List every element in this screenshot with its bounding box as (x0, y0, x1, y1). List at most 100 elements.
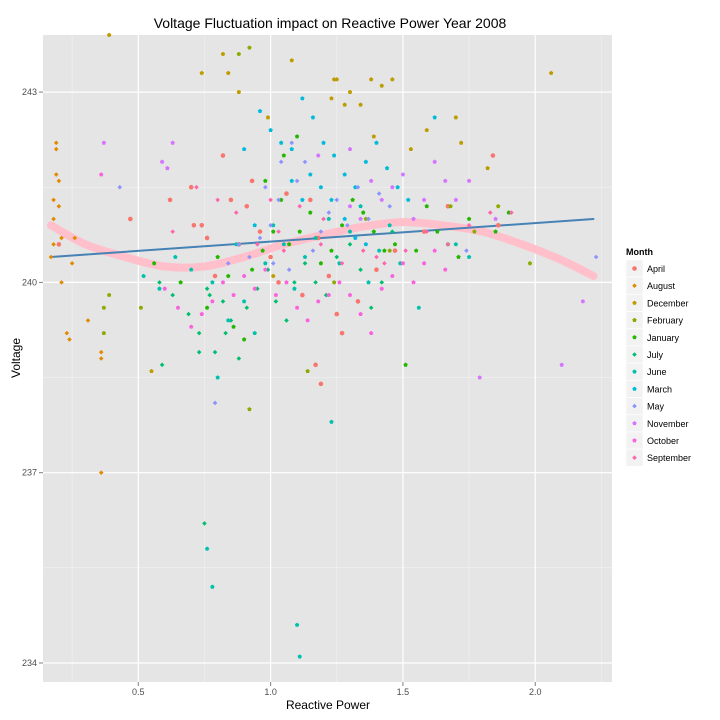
point-november (101, 140, 107, 145)
point-october (432, 248, 437, 253)
point-january (231, 324, 236, 329)
point-march (279, 140, 284, 145)
point-july (236, 356, 242, 361)
legend-key-august (632, 283, 637, 288)
point-february (331, 280, 337, 285)
point-august (69, 261, 75, 266)
point-november (368, 178, 374, 183)
point-september (487, 210, 493, 215)
point-march (363, 159, 369, 164)
point-october (358, 311, 363, 316)
point-may (387, 203, 392, 209)
point-february (527, 261, 533, 266)
legend-label-february: February (647, 316, 684, 326)
point-march (353, 235, 358, 240)
point-november (477, 375, 482, 380)
point-october (99, 172, 104, 177)
point-march (318, 184, 324, 190)
point-may (289, 140, 295, 146)
major-gridlines (43, 35, 612, 682)
legend-label-august: August (647, 281, 676, 291)
point-june (453, 242, 459, 247)
point-november (411, 216, 416, 221)
point-march (363, 242, 369, 247)
point-december (458, 140, 464, 145)
point-april (244, 203, 250, 209)
point-may (247, 254, 252, 260)
point-june (366, 280, 371, 285)
point-september (445, 242, 451, 247)
point-august (67, 337, 72, 342)
point-april (374, 267, 379, 272)
legend-key-july (632, 352, 637, 357)
point-october (263, 267, 268, 272)
point-december (424, 127, 429, 133)
legend-label-november: November (647, 419, 689, 429)
point-march (374, 140, 379, 145)
point-july (228, 318, 234, 323)
point-april (257, 229, 263, 234)
point-july (196, 330, 202, 336)
point-april (334, 311, 340, 317)
point-february (236, 51, 242, 56)
point-august (98, 349, 104, 355)
x-axis-title: Reactive Power (286, 698, 370, 712)
point-september (255, 242, 260, 247)
trend-lines (46, 217, 598, 281)
point-january (271, 229, 276, 234)
point-december (226, 70, 231, 75)
point-april (300, 292, 305, 298)
point-february (496, 203, 501, 209)
point-january (424, 203, 429, 209)
legend-label-january: January (647, 333, 680, 343)
point-september (360, 248, 366, 253)
legend-label-march: March (647, 384, 672, 394)
point-february (363, 216, 369, 221)
point-march (432, 115, 437, 120)
point-february (138, 305, 144, 310)
point-august (72, 235, 78, 241)
point-january (294, 134, 300, 139)
point-april (167, 197, 173, 203)
point-july (379, 280, 385, 285)
point-october (316, 299, 321, 304)
point-january (413, 248, 419, 253)
point-september (170, 229, 175, 234)
point-december (379, 83, 384, 88)
point-july (212, 349, 218, 355)
point-june (302, 254, 308, 259)
point-november (443, 178, 448, 183)
point-may (318, 229, 324, 234)
point-august (53, 140, 59, 146)
point-december (199, 70, 204, 75)
point-may (593, 254, 599, 260)
point-december (342, 102, 347, 107)
point-june (173, 254, 178, 259)
point-may (366, 216, 371, 222)
point-april (326, 273, 332, 279)
point-september (382, 261, 387, 266)
point-june (387, 222, 392, 228)
point-june (241, 299, 247, 304)
point-april (392, 248, 398, 253)
point-october (231, 292, 236, 297)
point-january (308, 210, 313, 215)
point-may (334, 197, 340, 203)
point-march (289, 178, 294, 183)
point-january (361, 210, 366, 215)
point-may (286, 267, 292, 272)
point-june (234, 242, 239, 247)
point-october (273, 292, 279, 297)
point-june (157, 286, 162, 291)
point-may (278, 159, 284, 165)
legend-label-september: September (647, 453, 691, 463)
point-march (331, 153, 337, 158)
legend-key-june (632, 369, 637, 374)
point-february (305, 368, 310, 374)
point-september (321, 216, 326, 222)
point-june (215, 375, 220, 380)
point-january (403, 362, 408, 367)
point-april (268, 254, 273, 260)
point-june (263, 261, 268, 266)
point-january (339, 222, 345, 228)
